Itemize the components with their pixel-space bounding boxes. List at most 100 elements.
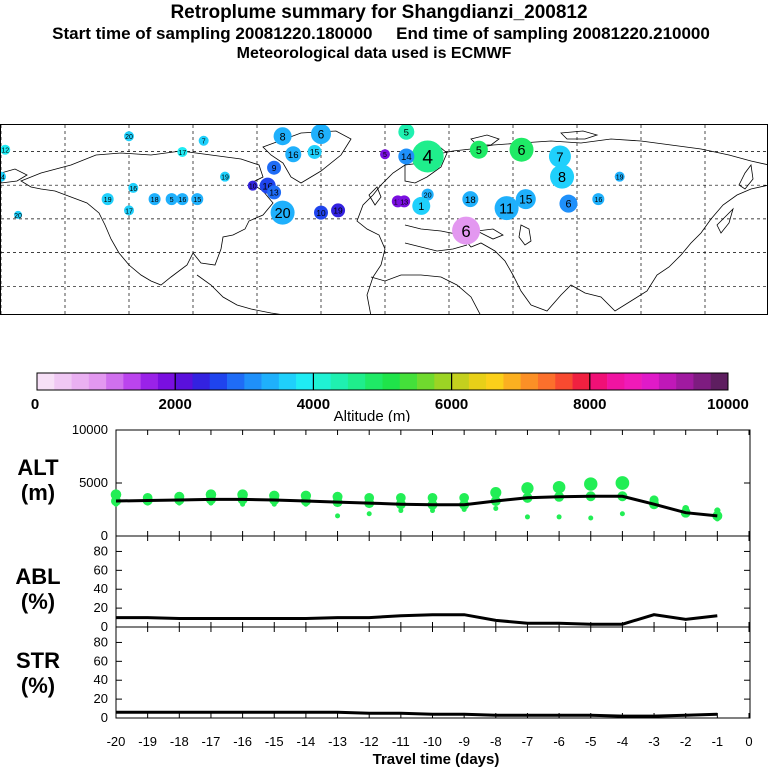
abl-unit: (%) xyxy=(21,589,55,614)
colorbar-cell xyxy=(537,373,556,390)
x-tick-label: -7 xyxy=(522,734,534,749)
colorbar-tick-label: 2000 xyxy=(159,396,192,413)
map-cluster-label: 7 xyxy=(202,139,206,146)
alt-marker-min xyxy=(335,513,341,519)
x-tick-label: -4 xyxy=(617,734,629,749)
x-tick-label: -1 xyxy=(712,734,724,749)
colorbar-tick-label: 6000 xyxy=(435,396,468,413)
map-cluster: 16 xyxy=(592,193,605,206)
colorbar-cell xyxy=(589,373,608,390)
coastline-segment xyxy=(475,228,504,240)
x-tick-label: -15 xyxy=(265,734,284,749)
coastline-segment xyxy=(370,274,481,314)
alt-panel-mean-line xyxy=(115,494,718,518)
x-tick-label: -8 xyxy=(490,734,502,749)
retroplume-map: 1214201771910161918517161520865161591613… xyxy=(0,124,768,315)
coastline-segment xyxy=(20,150,274,286)
y-tick-label: 0 xyxy=(101,710,108,725)
map-cluster-dot xyxy=(398,148,415,165)
map-cluster-label: 8 xyxy=(558,170,566,186)
coastline-segment xyxy=(356,184,386,314)
colorbar-cell xyxy=(278,373,297,390)
alt-marker-max xyxy=(427,492,438,503)
map-cluster-dot xyxy=(1,171,6,182)
map-cluster: 19 xyxy=(101,193,114,206)
timeseries-panels: ALT (m) ABL (%) STR (%) 0 5000 10000 0 20 40… xyxy=(0,420,768,773)
map-cluster: 13 xyxy=(398,195,411,208)
colorbar-cell xyxy=(37,373,55,390)
colorbar-cell xyxy=(71,373,90,390)
map-cluster-label: 14 xyxy=(401,152,412,163)
map-canvas: 1214201771910161918517161520865161591613… xyxy=(1,125,767,314)
y-tick-label: 0 xyxy=(101,528,108,543)
chart-title: Retroplume summary for Shangdianzi_20081… xyxy=(170,2,588,23)
map-cluster-dot xyxy=(220,171,230,182)
str-panel: 0 20 40 60 80 xyxy=(94,626,751,725)
colorbar-cell xyxy=(710,373,729,390)
alt-marker-max xyxy=(584,477,598,491)
panel-frame xyxy=(115,626,751,719)
colorbar-frame xyxy=(36,372,729,391)
colorbar-cell xyxy=(106,373,124,390)
map-cluster-label: 19 xyxy=(616,175,624,182)
map-cluster: 13 xyxy=(267,185,282,200)
map-cluster-dot xyxy=(550,164,575,189)
colorbar-ticks: 0 2000 4000 6000 8000 10000 xyxy=(31,396,749,413)
map-cluster-label: 4 xyxy=(422,148,433,169)
colorbar-tick-label: 10000 xyxy=(707,396,749,413)
y-tick-label: 5000 xyxy=(79,475,108,490)
coastline-segment xyxy=(518,224,532,246)
map-cluster-label: 5 xyxy=(404,127,409,138)
map-cluster-dot xyxy=(247,180,258,191)
map-cluster-label: 15 xyxy=(193,195,201,204)
map-cluster-label: 12 xyxy=(1,148,9,155)
map-cluster: 12 xyxy=(1,144,11,155)
colorbar-cell xyxy=(399,373,418,390)
alt-marker-min xyxy=(303,501,309,507)
map-cluster-dot xyxy=(177,146,188,157)
abl-label: ABL xyxy=(15,564,60,589)
map-cluster-label: 10 xyxy=(249,184,257,191)
str-panel-label: STR (%) xyxy=(16,648,60,698)
coastline-segment xyxy=(368,186,382,206)
map-cluster: 19 xyxy=(331,203,346,218)
x-tick-label: -20 xyxy=(107,734,126,749)
map-cluster-dot xyxy=(592,193,605,206)
coastline-segment xyxy=(1,168,28,184)
map-cluster-label: 6 xyxy=(565,199,571,211)
colorbar-cell xyxy=(434,373,452,390)
map-cluster-label: 15 xyxy=(519,193,533,207)
coastline-segment xyxy=(530,185,767,312)
colorbar-cell xyxy=(572,373,591,390)
met-data-label: Meteorological data used is ECMWF xyxy=(236,45,512,62)
map-cluster-dot xyxy=(148,193,161,206)
alt-marker-mean xyxy=(712,510,723,521)
map-cluster-dot xyxy=(380,149,390,160)
map-cluster-label: 6 xyxy=(461,222,470,241)
alt-marker-max xyxy=(459,492,470,503)
y-tick-label: 20 xyxy=(94,691,108,706)
colorbar-cell xyxy=(261,373,280,390)
map-clusters: 1214201771910161918517161520865161591613… xyxy=(1,125,625,245)
map-cluster-label: 20 xyxy=(14,213,22,220)
map-cluster-dot xyxy=(270,200,295,225)
colorbar-cell xyxy=(365,373,383,390)
map-cluster: 18 xyxy=(462,191,479,208)
x-tick-label: -3 xyxy=(648,734,660,749)
map-cluster-dot xyxy=(614,171,625,182)
map-cluster: 15 xyxy=(515,189,536,210)
map-cluster-dot xyxy=(509,137,534,162)
colorbar-cell xyxy=(520,373,539,390)
map-cluster-dot xyxy=(398,195,411,208)
map-cluster-label: 5 xyxy=(476,145,482,157)
abl-panel-mean-line xyxy=(116,613,718,626)
y-tick-label: 60 xyxy=(94,653,108,668)
colorbar-cell xyxy=(313,373,331,390)
colorbar-cell xyxy=(624,373,642,390)
colorbar-cell xyxy=(382,373,401,390)
colorbar-cell xyxy=(140,373,159,390)
map-cluster: 17 xyxy=(177,146,188,157)
map-cluster-label: 7 xyxy=(556,149,563,164)
alt-marker-min xyxy=(208,500,214,506)
alt-panel: 0 5000 10000 xyxy=(72,422,751,543)
